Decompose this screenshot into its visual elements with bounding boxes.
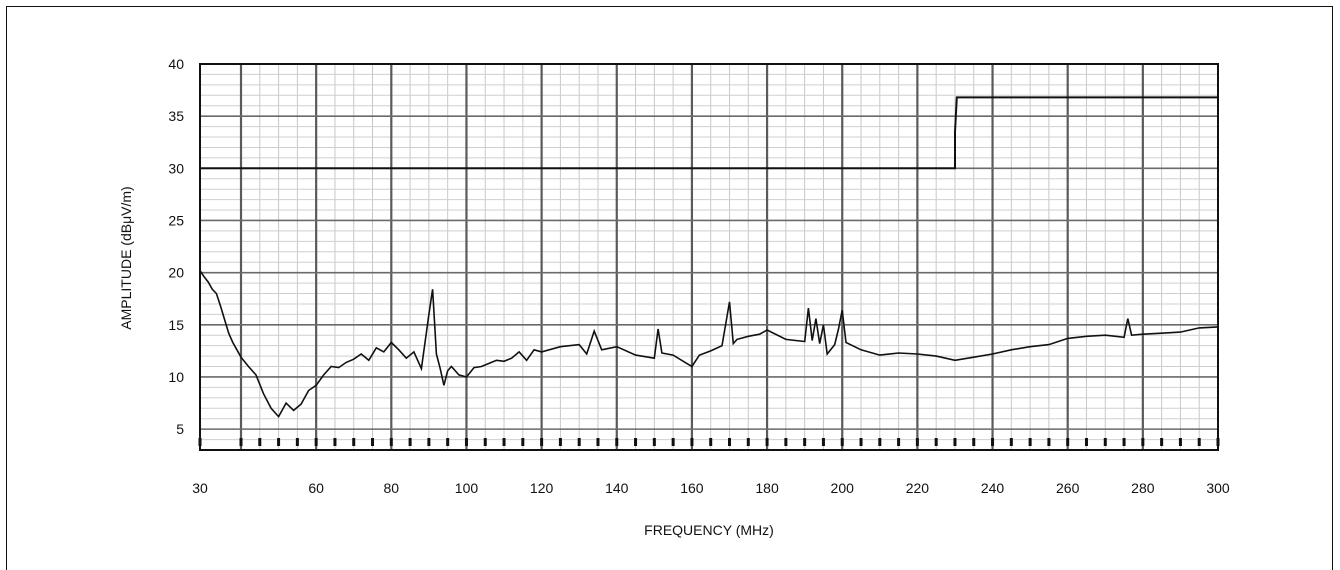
x-tick-label: 260 <box>1056 480 1080 496</box>
bottom-tick-mark <box>1047 438 1051 446</box>
bottom-tick-mark <box>446 438 450 446</box>
bottom-tick-mark <box>690 438 694 446</box>
y-tick-label: 25 <box>168 212 184 228</box>
plot-area-border <box>199 63 1219 451</box>
bottom-tick-mark <box>258 438 262 446</box>
bottom-tick-mark <box>728 438 731 446</box>
bottom-tick-mark <box>709 438 713 446</box>
bottom-tick-mark <box>1066 438 1070 446</box>
bottom-tick-mark <box>540 438 544 446</box>
bottom-tick-mark <box>1178 438 1182 446</box>
bottom-tick-mark <box>671 438 675 446</box>
bottom-tick-mark <box>1216 438 1220 446</box>
bottom-tick-mark <box>427 438 431 446</box>
y-tick-label: 15 <box>168 317 184 333</box>
bottom-tick-mark <box>314 438 318 446</box>
bottom-tick-mark <box>1141 438 1145 446</box>
bottom-tick-mark <box>295 438 299 446</box>
limit-line <box>200 96 1218 170</box>
bottom-tick-mark <box>1122 438 1126 446</box>
bottom-tick-mark <box>784 438 788 446</box>
x-axis-tick-labels: 30 60 80 100 120 140 160 180 200 220 240 260 280 300 <box>192 480 1230 496</box>
minor-grid <box>200 64 1218 450</box>
bottom-tick-mark <box>934 438 938 446</box>
bottom-tick-mark <box>333 438 337 446</box>
bottom-tick-mark <box>615 438 619 446</box>
bottom-tick-mark <box>972 438 976 446</box>
chart-frame <box>6 6 1333 570</box>
bottom-tick-mark <box>464 438 468 446</box>
bottom-tick-mark <box>596 438 600 446</box>
bottom-tick-mark <box>1103 438 1107 446</box>
bottom-tick-mark <box>483 438 487 446</box>
bottom-tick-mark <box>821 438 825 446</box>
bottom-tick-mark <box>765 438 769 446</box>
y-tick-label: 5 <box>176 421 184 437</box>
bottom-tick-mark <box>558 438 562 446</box>
y-tick-label: 30 <box>168 160 184 176</box>
major-grid <box>200 64 1218 450</box>
y-tick-label: 35 <box>168 108 184 124</box>
measured-emission-line <box>199 270 1219 418</box>
bottom-tick-mark <box>634 438 638 446</box>
bottom-tick-mark <box>991 438 995 446</box>
y-axis-tick-labels: 5 10 15 20 25 30 35 40 <box>168 56 184 437</box>
x-tick-label: 30 <box>192 480 208 496</box>
bottom-tick-mark <box>953 438 957 446</box>
plot-lines <box>199 96 1219 418</box>
x-tick-label: 240 <box>981 480 1005 496</box>
bottom-tick-mark <box>277 438 281 446</box>
bottom-tick-mark <box>897 438 901 446</box>
bottom-tick-mark <box>352 438 356 446</box>
bottom-tick-mark <box>803 438 807 446</box>
bottom-tick-mark <box>239 438 243 446</box>
x-tick-label: 220 <box>906 480 930 496</box>
bottom-tick-mark <box>502 438 506 446</box>
bottom-tick-mark <box>408 438 412 446</box>
bottom-tick-mark <box>1197 438 1201 446</box>
bottom-tick-mark <box>198 438 202 446</box>
bottom-tick-marks <box>198 438 1220 446</box>
x-tick-label: 60 <box>308 480 324 496</box>
x-tick-label: 180 <box>755 480 779 496</box>
x-tick-label: 280 <box>1131 480 1155 496</box>
x-tick-label: 140 <box>605 480 629 496</box>
y-tick-label: 20 <box>168 265 184 281</box>
x-axis-title: FREQUENCY (MHz) <box>644 522 774 538</box>
bottom-tick-mark <box>1028 438 1032 446</box>
bottom-tick-mark <box>652 438 656 446</box>
x-tick-label: 100 <box>455 480 479 496</box>
x-tick-label: 160 <box>680 480 704 496</box>
bottom-tick-mark <box>746 438 750 446</box>
bottom-tick-mark <box>371 438 375 446</box>
bottom-tick-mark <box>840 438 844 446</box>
bottom-tick-mark <box>1084 438 1088 446</box>
bottom-tick-mark <box>389 438 393 446</box>
bottom-tick-mark <box>859 438 863 446</box>
bottom-tick-mark <box>1009 438 1013 446</box>
y-axis-title: AMPLITUDE (dBμV/m) <box>118 186 134 329</box>
x-tick-label: 200 <box>831 480 855 496</box>
bottom-tick-mark <box>521 438 525 446</box>
x-tick-label: 80 <box>384 480 400 496</box>
bottom-tick-mark <box>1160 438 1164 446</box>
bottom-tick-mark <box>577 438 581 446</box>
x-tick-label: 120 <box>530 480 554 496</box>
bottom-tick-mark <box>915 438 919 446</box>
y-tick-label: 40 <box>168 56 184 72</box>
bottom-tick-mark <box>878 438 882 446</box>
x-tick-label: 300 <box>1206 480 1230 496</box>
y-tick-label: 10 <box>168 369 184 385</box>
